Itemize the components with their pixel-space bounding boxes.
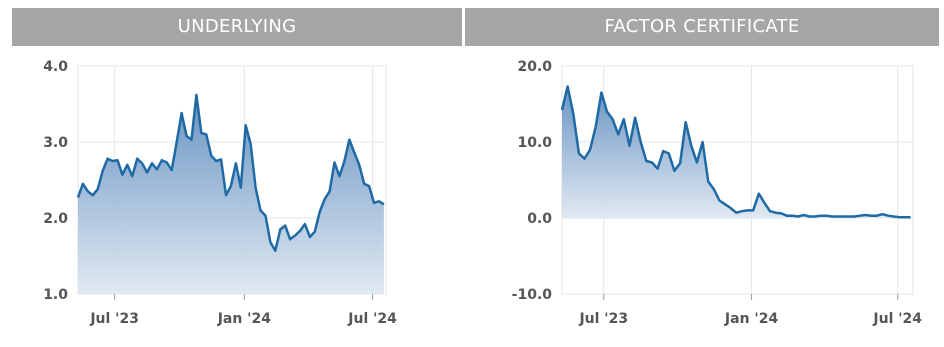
series-line — [560, 85, 911, 219]
series-area — [562, 86, 911, 218]
x-tick-label: Jul '24 — [872, 311, 922, 327]
x-tick-label: Jul '24 — [347, 311, 397, 327]
series-line — [76, 93, 385, 252]
series-area — [78, 94, 384, 295]
y-tick-label: -10.0 — [512, 287, 553, 303]
x-tick-label: Jan '24 — [724, 311, 779, 327]
underlying-header: UNDERLYING — [12, 8, 462, 46]
y-tick-label: 4.0 — [43, 59, 68, 75]
y-tick-label: 2.0 — [43, 211, 68, 227]
y-tick-label: 20.0 — [517, 59, 552, 75]
y-tick-label: 0.0 — [527, 211, 552, 227]
x-tick-label: Jan '24 — [217, 311, 272, 327]
x-tick-label: Jul '23 — [89, 311, 139, 327]
x-tick-label: Jul '23 — [578, 311, 628, 327]
underlying-chart: 4.0 3.0 2.0 1.0 Jul '23 Jan '24 Jul '24 — [43, 59, 397, 327]
factor-certificate-chart: 20.0 10.0 0.0 -10.0 Jul '23 Jan '24 Jul '24 — [512, 59, 923, 327]
factor-certificate-header: FACTOR CERTIFICATE — [465, 8, 939, 46]
y-tick-label: 3.0 — [43, 135, 68, 151]
y-tick-label: 1.0 — [43, 287, 68, 303]
y-tick-label: 10.0 — [517, 135, 552, 151]
